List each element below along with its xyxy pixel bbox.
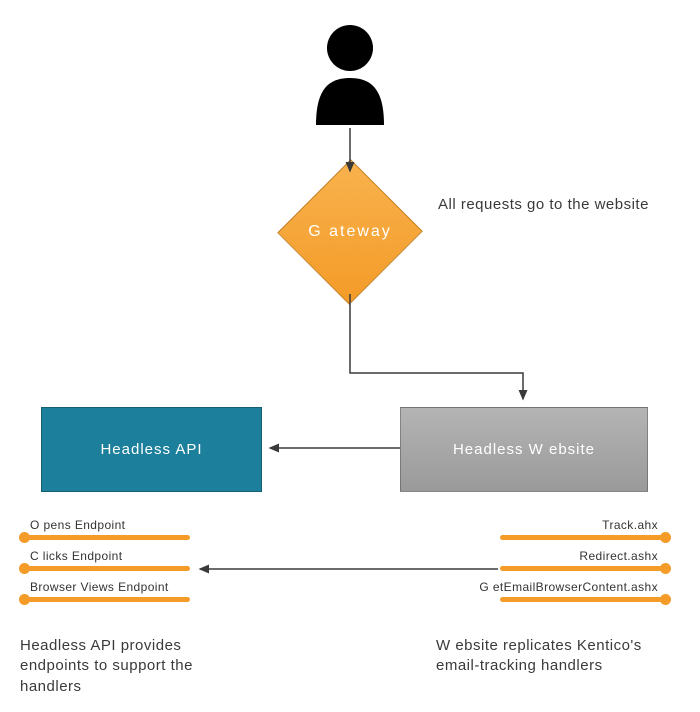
gateway-label: G ateway bbox=[308, 223, 392, 241]
handler-track: Track.ahx bbox=[500, 521, 670, 543]
handler-redirect-label: Redirect.ashx bbox=[579, 549, 658, 563]
handler-getemail-label: G etEmailBrowserContent.ashx bbox=[479, 580, 658, 594]
endpoint-clicks: C licks Endpoint bbox=[20, 552, 190, 574]
endpoint-opens-label: O pens Endpoint bbox=[30, 518, 125, 532]
headless-website-label: Headless W ebsite bbox=[453, 441, 595, 458]
user-icon bbox=[310, 20, 390, 125]
handler-redirect: Redirect.ashx bbox=[500, 552, 670, 574]
gateway-node: G ateway bbox=[299, 181, 401, 283]
handler-getemail: G etEmailBrowserContent.ashx bbox=[500, 583, 670, 605]
handler-track-label: Track.ahx bbox=[602, 518, 658, 532]
headless-api-label: Headless API bbox=[100, 441, 202, 458]
endpoint-clicks-label: C licks Endpoint bbox=[30, 549, 122, 563]
arrow-gateway-website bbox=[350, 294, 523, 399]
headless-api-node: Headless API bbox=[41, 407, 262, 492]
headless-website-node: Headless W ebsite bbox=[400, 407, 648, 492]
endpoint-opens: O pens Endpoint bbox=[20, 521, 190, 543]
caption-all-requests: All requests go to the website bbox=[438, 195, 688, 215]
endpoint-browser-views: Browser Views Endpoint bbox=[20, 583, 190, 605]
endpoint-browser-views-label: Browser Views Endpoint bbox=[30, 580, 169, 594]
caption-api: Headless API provides endpoints to suppo… bbox=[20, 636, 240, 697]
caption-website: W ebsite replicates Kentico's email-trac… bbox=[436, 636, 686, 677]
